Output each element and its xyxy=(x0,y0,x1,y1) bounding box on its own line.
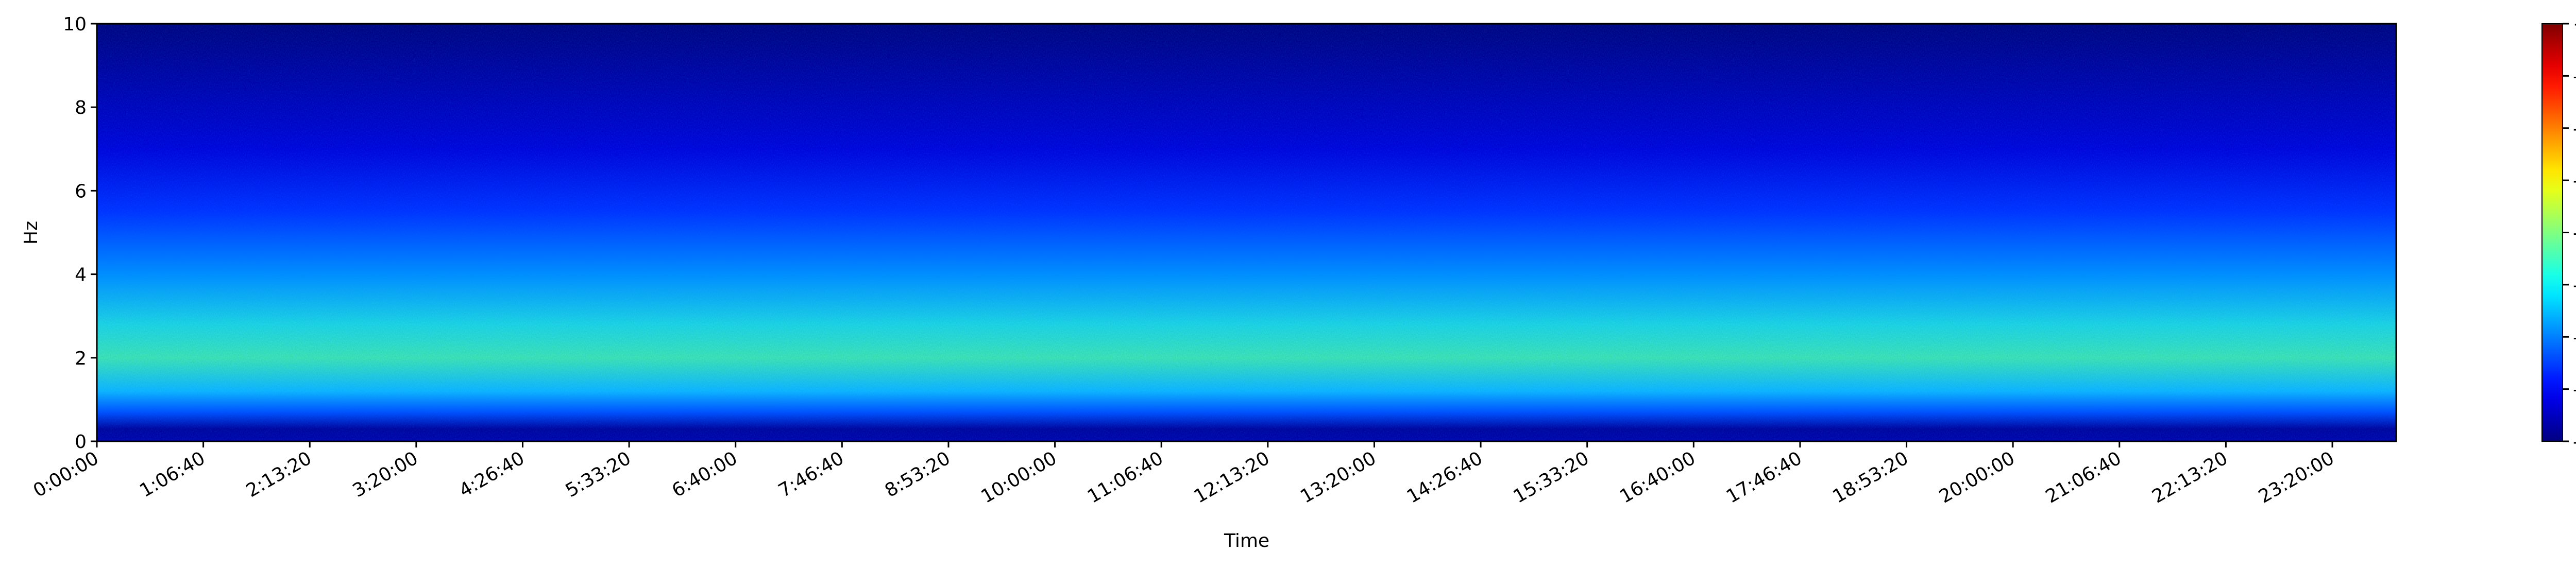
colorbar-tick-label: -10 dB xyxy=(2573,66,2576,87)
colorbar-tick-label: -60 dB xyxy=(2573,327,2576,348)
plot-area xyxy=(96,23,2397,442)
x-tick-label: 8:53:20 xyxy=(882,447,954,502)
colorbar-tick-label: -30 dB xyxy=(2573,170,2576,192)
colorbar-tick-label: -20 dB xyxy=(2573,118,2576,140)
spectrogram-texture xyxy=(97,24,2396,441)
x-tick-label: 23:20:00 xyxy=(2255,447,2338,507)
x-tick-label: 1:06:40 xyxy=(136,447,209,502)
y-tick-label: 2 xyxy=(75,348,87,369)
y-tick-label: 8 xyxy=(75,97,87,118)
x-tick-label: 15:33:20 xyxy=(1510,447,1593,507)
x-tick-label: 3:20:00 xyxy=(349,447,422,502)
x-tick-label: 11:06:40 xyxy=(1084,447,1167,507)
colorbar-tick-label: -70 dB xyxy=(2573,380,2576,401)
x-tick-label: 7:46:40 xyxy=(775,447,848,502)
y-tick-label: 4 xyxy=(75,265,87,286)
x-tick-label: 10:00:00 xyxy=(978,447,1061,507)
x-tick-label: 13:20:00 xyxy=(1297,447,1380,507)
x-tick-label: 18:53:20 xyxy=(1829,447,1912,507)
x-tick-label: 20:00:00 xyxy=(1936,447,2019,507)
plot-frame xyxy=(96,23,2397,442)
y-tick-label: 6 xyxy=(75,181,87,202)
x-tick-label: 22:13:20 xyxy=(2148,447,2231,507)
colorbar-tick-label: -80 dB xyxy=(2573,432,2576,453)
colorbar-tick-label: +0 dB xyxy=(2573,14,2576,35)
x-tick-label: 12:13:20 xyxy=(1191,447,1274,507)
x-axis-label: Time xyxy=(1224,530,1269,551)
colorbar-tick-label: -50 dB xyxy=(2573,275,2576,296)
x-tick-label: 0:00:00 xyxy=(30,447,103,502)
x-tick-label: 16:40:00 xyxy=(1616,447,1699,507)
x-tick-label: 21:06:40 xyxy=(2042,447,2125,507)
x-tick-label: 4:26:40 xyxy=(455,447,528,502)
x-tick-label: 14:26:40 xyxy=(1403,447,1486,507)
x-tick-label: 2:13:20 xyxy=(243,447,315,502)
y-tick-label: 10 xyxy=(63,14,87,35)
y-tick-label: 0 xyxy=(75,432,87,453)
x-tick-label: 17:46:40 xyxy=(1723,447,1806,507)
y-axis-label: Hz xyxy=(21,221,42,245)
colorbar xyxy=(2541,23,2563,442)
x-tick-label: 6:40:00 xyxy=(669,447,741,502)
x-tick-label: 5:33:20 xyxy=(562,447,635,502)
colorbar-tick-label: -40 dB xyxy=(2573,223,2576,244)
